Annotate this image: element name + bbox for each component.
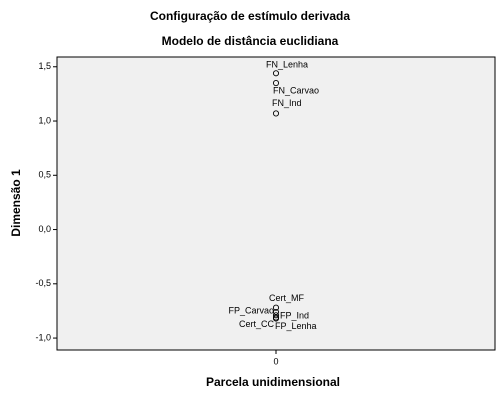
y-axis-title: Dimensão 1	[9, 169, 23, 237]
point	[272, 79, 280, 87]
point	[272, 110, 280, 117]
point-label: FP_Lenha	[275, 321, 317, 331]
x-tick-label: 0	[273, 356, 278, 366]
y-tick-label: -0,5	[35, 278, 51, 288]
point	[272, 315, 280, 322]
point-label: FN_Lenha	[266, 60, 308, 70]
point	[272, 312, 280, 319]
point-label: Cert_CC	[239, 319, 275, 329]
y-tick-label: -1,0	[35, 332, 51, 342]
x-axis-title: Parcela unidimensional	[206, 375, 340, 389]
chart-title: Configuração de estímulo derivada	[150, 9, 350, 23]
y-tick-label: 0,5	[38, 170, 51, 180]
y-tick-label: 0,0	[38, 224, 51, 234]
point-label: Cert_MF	[269, 293, 305, 303]
point-label: FN_Ind	[272, 98, 302, 108]
point	[272, 70, 280, 77]
point-label: FN_Carvao	[273, 85, 319, 95]
y-tick-label: 1,0	[38, 115, 51, 125]
chart-subtitle: Modelo de distância euclidiana	[162, 34, 339, 48]
point-label: FP_Carvao	[228, 305, 274, 315]
plot-area	[56, 56, 496, 351]
point	[272, 304, 280, 311]
y-tick-label: 1,5	[38, 61, 51, 71]
point-label: FP_Ind	[280, 311, 309, 321]
